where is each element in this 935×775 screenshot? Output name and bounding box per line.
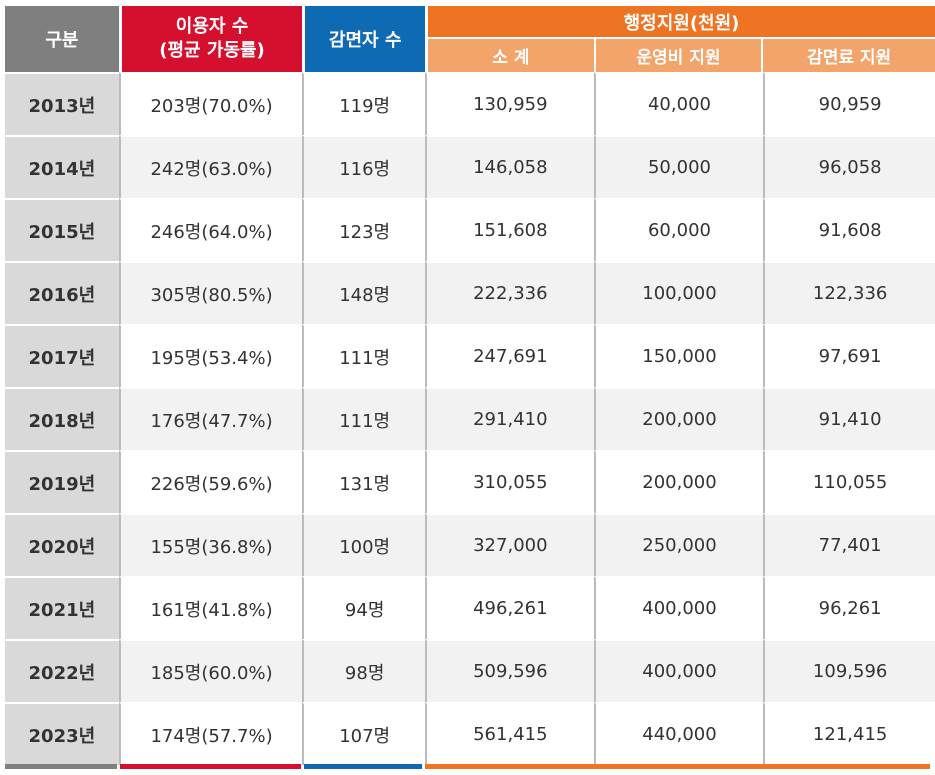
- cell-subtotal: 561,415: [425, 702, 594, 765]
- cell-subtotal: 146,058: [425, 135, 594, 198]
- header-users: 이용자 수 (평균 가동률): [118, 6, 303, 72]
- cell-users: 161명(41.8%): [118, 576, 303, 639]
- cell-users: 185명(60.0%): [118, 639, 303, 702]
- cell-operating: 50,000: [593, 135, 764, 198]
- cell-gammyeon: 111명: [302, 324, 425, 387]
- table-row: 2014년 242명(63.0%) 116명 146,058 50,000 96,058: [5, 135, 935, 198]
- cell-year: 2023년: [5, 702, 119, 765]
- cell-reduction: 96,058: [763, 135, 935, 198]
- cell-reduction: 91,608: [763, 198, 935, 261]
- cell-users: 176명(47.7%): [118, 387, 303, 450]
- header-admin-support: 행정지원(천원): [425, 6, 935, 39]
- cell-subtotal: 151,608: [425, 198, 594, 261]
- cell-operating: 40,000: [593, 72, 764, 135]
- cell-users: 203명(70.0%): [118, 72, 303, 135]
- cell-year: 2022년: [5, 639, 119, 702]
- cell-subtotal: 130,959: [425, 72, 594, 135]
- header-reduction: 감면료 지원: [763, 39, 935, 72]
- table-row: 2021년 161명(41.8%) 94명 496,261 400,000 96,261: [5, 576, 935, 639]
- table-row: 2020년 155명(36.8%) 100명 327,000 250,000 77,401: [5, 513, 935, 576]
- bottom-bar-blue: [304, 764, 422, 769]
- table-row: 2017년 195명(53.4%) 111명 247,691 150,000 97,691: [5, 324, 935, 387]
- cell-users: 226명(59.6%): [118, 450, 303, 513]
- cell-year: 2018년: [5, 387, 119, 450]
- bottom-accent-bars: [5, 764, 930, 770]
- cell-gammyeon: 123명: [302, 198, 425, 261]
- cell-gammyeon: 107명: [302, 702, 425, 765]
- cell-operating: 250,000: [593, 513, 764, 576]
- cell-gammyeon: 111명: [302, 387, 425, 450]
- header-operating: 운영비 지원: [593, 39, 764, 72]
- cell-year: 2015년: [5, 198, 119, 261]
- table-row: 2015년 246명(64.0%) 123명 151,608 60,000 91,608: [5, 198, 935, 261]
- header-users-line1: 이용자 수: [175, 16, 249, 37]
- cell-gammyeon: 98명: [302, 639, 425, 702]
- cell-reduction: 91,410: [763, 387, 935, 450]
- cell-users: 174명(57.7%): [118, 702, 303, 765]
- cell-year: 2016년: [5, 261, 119, 324]
- header-gubun: 구분: [5, 6, 119, 72]
- cell-reduction: 121,415: [763, 702, 935, 765]
- cell-gammyeon: 116명: [302, 135, 425, 198]
- bottom-bar-red: [120, 764, 301, 769]
- cell-year: 2020년: [5, 513, 119, 576]
- cell-gammyeon: 94명: [302, 576, 425, 639]
- cell-subtotal: 222,336: [425, 261, 594, 324]
- cell-year: 2019년: [5, 450, 119, 513]
- cell-subtotal: 291,410: [425, 387, 594, 450]
- bottom-bar-gray: [5, 764, 117, 769]
- cell-reduction: 110,055: [763, 450, 935, 513]
- cell-reduction: 96,261: [763, 576, 935, 639]
- cell-operating: 150,000: [593, 324, 764, 387]
- header-subtotal: 소 계: [425, 39, 594, 72]
- header-gammyeon: 감면자 수: [302, 6, 425, 72]
- cell-operating: 100,000: [593, 261, 764, 324]
- cell-gammyeon: 148명: [302, 261, 425, 324]
- cell-operating: 200,000: [593, 450, 764, 513]
- table-row: 2023년 174명(57.7%) 107명 561,415 440,000 121,41…: [5, 702, 935, 765]
- support-table: 구분 이용자 수 (평균 가동률) 감면자 수 행정지원(천원) 소 계 운영비…: [5, 6, 935, 765]
- header-users-line2: (평균 가동률): [159, 40, 265, 61]
- cell-subtotal: 496,261: [425, 576, 594, 639]
- cell-reduction: 90,959: [763, 72, 935, 135]
- cell-users: 246명(64.0%): [118, 198, 303, 261]
- cell-operating: 400,000: [593, 576, 764, 639]
- table-row: 2016년 305명(80.5%) 148명 222,336 100,000 122,33…: [5, 261, 935, 324]
- table-row: 2019년 226명(59.6%) 131명 310,055 200,000 110,05…: [5, 450, 935, 513]
- table-row: 2018년 176명(47.7%) 111명 291,410 200,000 91,410: [5, 387, 935, 450]
- cell-reduction: 122,336: [763, 261, 935, 324]
- cell-gammyeon: 100명: [302, 513, 425, 576]
- table-body: 2013년 203명(70.0%) 119명 130,959 40,000 90,959 2…: [5, 72, 935, 765]
- cell-subtotal: 327,000: [425, 513, 594, 576]
- cell-operating: 440,000: [593, 702, 764, 765]
- cell-reduction: 109,596: [763, 639, 935, 702]
- table-row: 2013년 203명(70.0%) 119명 130,959 40,000 90,959: [5, 72, 935, 135]
- cell-year: 2013년: [5, 72, 119, 135]
- cell-year: 2021년: [5, 576, 119, 639]
- cell-reduction: 77,401: [763, 513, 935, 576]
- cell-users: 155명(36.8%): [118, 513, 303, 576]
- cell-operating: 400,000: [593, 639, 764, 702]
- header-row-1: 구분 이용자 수 (평균 가동률) 감면자 수 행정지원(천원): [5, 6, 935, 72]
- cell-year: 2017년: [5, 324, 119, 387]
- table-row: 2022년 185명(60.0%) 98명 509,596 400,000 109,596: [5, 639, 935, 702]
- cell-operating: 200,000: [593, 387, 764, 450]
- cell-reduction: 97,691: [763, 324, 935, 387]
- bottom-bar-orange: [425, 764, 930, 769]
- header-row-2: 소 계 운영비 지원 감면료 지원: [5, 39, 935, 72]
- cell-year: 2014년: [5, 135, 119, 198]
- cell-users: 305명(80.5%): [118, 261, 303, 324]
- cell-subtotal: 310,055: [425, 450, 594, 513]
- cell-gammyeon: 131명: [302, 450, 425, 513]
- cell-subtotal: 247,691: [425, 324, 594, 387]
- cell-users: 195명(53.4%): [118, 324, 303, 387]
- cell-operating: 60,000: [593, 198, 764, 261]
- cell-users: 242명(63.0%): [118, 135, 303, 198]
- cell-subtotal: 509,596: [425, 639, 594, 702]
- cell-gammyeon: 119명: [302, 72, 425, 135]
